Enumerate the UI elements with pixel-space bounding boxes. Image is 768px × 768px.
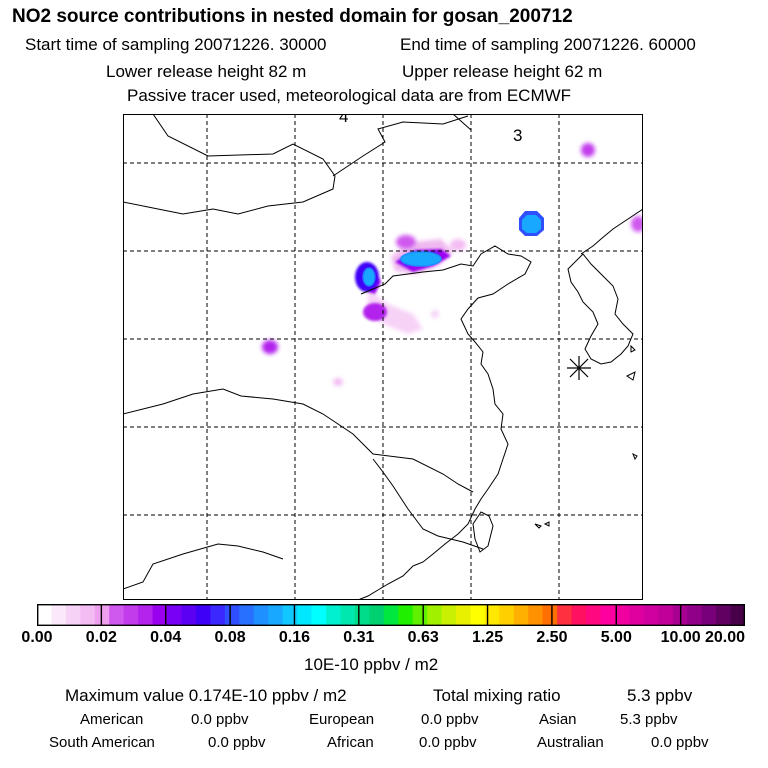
- maximum-value: Maximum value 0.174E-10 ppbv / m2: [65, 686, 347, 705]
- colorbar-cell: [658, 604, 674, 626]
- colorbar-cell: [557, 604, 573, 626]
- colorbar-cell: [311, 604, 327, 626]
- total-mixing-label: Total mixing ratio: [433, 686, 561, 705]
- upper-release-height: Upper release height 62 m: [402, 62, 603, 81]
- colorbar-cell: [282, 604, 298, 626]
- colorbar-cell: [513, 604, 529, 626]
- colorbar-cell: [167, 604, 183, 626]
- colorbar-tick-label: 0.31: [343, 629, 375, 646]
- region-name-american: American: [80, 711, 144, 728]
- lower-release-height: Lower release height 82 m: [106, 62, 307, 81]
- colorbar-cell: [716, 604, 732, 626]
- colorbar-cell: [195, 604, 211, 626]
- colorbar-cell: [224, 604, 240, 626]
- region-name-south-american: South American: [49, 734, 155, 751]
- colorbar-cell: [109, 604, 125, 626]
- colorbar-cell: [456, 604, 472, 626]
- coastlines: [123, 114, 643, 600]
- colorbar-cell: [123, 604, 139, 626]
- map-label-4: 4: [339, 114, 348, 126]
- colorbar-cell: [152, 604, 168, 626]
- colorbar: [37, 604, 745, 627]
- receptor-star-icon: [567, 356, 591, 380]
- colorbar-cell: [528, 604, 544, 626]
- colorbar-cell: [369, 604, 385, 626]
- colorbar-cell: [542, 604, 558, 626]
- concentration-field: [262, 143, 643, 386]
- colorbar-cell: [441, 604, 457, 626]
- colorbar-cell: [600, 604, 616, 626]
- colorbar-tick-label: 0.08: [214, 629, 246, 646]
- grid-lines: [123, 114, 643, 600]
- colorbar-cell: [340, 604, 356, 626]
- end-time: End time of sampling 20071226. 60000: [400, 35, 696, 54]
- colorbar-cell: [586, 604, 602, 626]
- colorbar-cell: [210, 604, 226, 626]
- region-value-south-american: 0.0 ppbv: [208, 734, 266, 751]
- colorbar-cell: [427, 604, 443, 626]
- region-value-asian: 5.3 ppbv: [620, 711, 678, 728]
- colorbar-tick-label: 0.04: [150, 629, 182, 646]
- colorbar-cell: [571, 604, 587, 626]
- map-frame: [123, 114, 643, 600]
- region-name-african: African: [327, 734, 374, 751]
- colorbar-cell: [614, 604, 631, 626]
- colorbar-cell: [687, 604, 703, 626]
- colorbar-cell: [470, 604, 486, 626]
- map-panel: 4 3: [123, 114, 643, 600]
- colorbar-cell: [499, 604, 515, 626]
- region-value-european: 0.0 ppbv: [421, 711, 479, 728]
- colorbar-cell: [354, 604, 370, 626]
- colorbar-units: 10E-10 ppbv / m2: [304, 655, 439, 674]
- colorbar-cell: [181, 604, 197, 626]
- colorbar-tick-label: 0.63: [407, 629, 439, 646]
- colorbar-cell: [37, 604, 53, 626]
- colorbar-tick-label: 0.16: [278, 629, 311, 646]
- total-mixing-value: 5.3 ppbv: [627, 686, 693, 705]
- colorbar-cell: [239, 604, 255, 626]
- region-value-african: 0.0 ppbv: [419, 734, 477, 751]
- colorbar-cell: [65, 604, 81, 626]
- colorbar-cell: [701, 604, 717, 626]
- colorbar-tick-label: 0.02: [85, 629, 117, 646]
- colorbar-cell: [383, 604, 399, 626]
- plot-title: NO2 source contributions in nested domai…: [12, 6, 573, 27]
- colorbar-cell: [138, 604, 154, 626]
- colorbar-cell: [325, 604, 342, 626]
- region-name-australian: Australian: [537, 734, 604, 751]
- colorbar-cell: [629, 604, 645, 626]
- colorbar-cell: [643, 604, 659, 626]
- region-name-european: European: [309, 711, 375, 728]
- colorbar-cell: [253, 604, 269, 626]
- colorbar-tick-label: 0.00: [21, 629, 53, 646]
- colorbar-cell: [484, 604, 500, 626]
- region-value-australian: 0.0 ppbv: [651, 734, 709, 751]
- colorbar-cell: [268, 604, 284, 626]
- region-value-american: 0.0 ppbv: [191, 711, 249, 728]
- region-name-asian: Asian: [539, 711, 577, 728]
- map-label-3: 3: [513, 126, 522, 145]
- colorbar-tick-label: 5.00: [600, 629, 632, 646]
- colorbar-cell: [297, 604, 313, 626]
- colorbar-tick-label: 2.50: [536, 629, 568, 646]
- colorbar-tick-label: 20.00: [704, 629, 746, 646]
- colorbar-tick-label: 10.00: [660, 629, 701, 646]
- colorbar-cell: [412, 604, 428, 626]
- colorbar-tick-label: 1.25: [471, 629, 504, 646]
- tracer-note: Passive tracer used, meteorological data…: [127, 86, 572, 105]
- colorbar-cell: [80, 604, 96, 626]
- colorbar-cell: [94, 604, 110, 626]
- start-time: Start time of sampling 20071226. 30000: [25, 35, 327, 54]
- colorbar-cell: [398, 604, 414, 626]
- colorbar-cell: [51, 604, 67, 626]
- colorbar-cell: [730, 604, 745, 626]
